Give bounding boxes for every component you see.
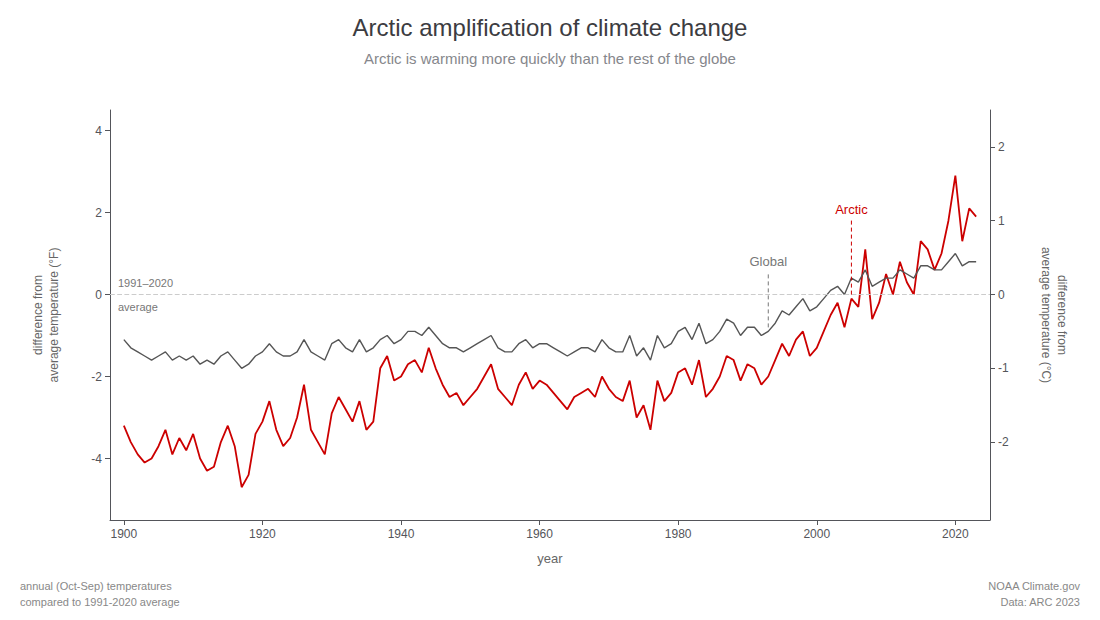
svg-text:2: 2	[998, 140, 1005, 154]
svg-text:average temperature (°F): average temperature (°F)	[47, 248, 61, 383]
svg-text:year: year	[537, 551, 563, 566]
svg-text:4: 4	[95, 124, 102, 138]
svg-text:average: average	[118, 301, 158, 313]
svg-text:2000: 2000	[803, 527, 830, 541]
svg-text:difference from: difference from	[31, 275, 45, 355]
svg-text:Global: Global	[749, 254, 787, 269]
svg-text:Arctic amplification of climat: Arctic amplification of climate change	[353, 14, 748, 41]
svg-text:0: 0	[998, 288, 1005, 302]
svg-text:0: 0	[95, 288, 102, 302]
svg-text:-4: -4	[91, 452, 102, 466]
svg-text:2: 2	[95, 206, 102, 220]
svg-text:1991–2020: 1991–2020	[118, 277, 173, 289]
svg-text:NOAA Climate.gov: NOAA Climate.gov	[988, 580, 1080, 592]
svg-text:-2: -2	[91, 370, 102, 384]
svg-text:-2: -2	[998, 435, 1009, 449]
svg-text:annual (Oct-Sep) temperatures: annual (Oct-Sep) temperatures	[20, 580, 172, 592]
svg-text:average temperature (°C): average temperature (°C)	[1039, 247, 1053, 383]
svg-text:Arctic: Arctic	[835, 202, 868, 217]
svg-text:1940: 1940	[388, 527, 415, 541]
svg-text:Data: ARC 2023: Data: ARC 2023	[1001, 596, 1081, 608]
svg-text:2020: 2020	[942, 527, 969, 541]
svg-text:Arctic is warming more quickly: Arctic is warming more quickly than the …	[364, 50, 736, 67]
svg-text:-1: -1	[998, 361, 1009, 375]
svg-text:1920: 1920	[249, 527, 276, 541]
svg-text:1: 1	[998, 214, 1005, 228]
svg-text:compared to 1991-2020 average: compared to 1991-2020 average	[20, 596, 180, 608]
svg-text:1960: 1960	[526, 527, 553, 541]
svg-text:1900: 1900	[111, 527, 138, 541]
svg-text:difference from: difference from	[1055, 275, 1069, 355]
svg-text:1980: 1980	[665, 527, 692, 541]
